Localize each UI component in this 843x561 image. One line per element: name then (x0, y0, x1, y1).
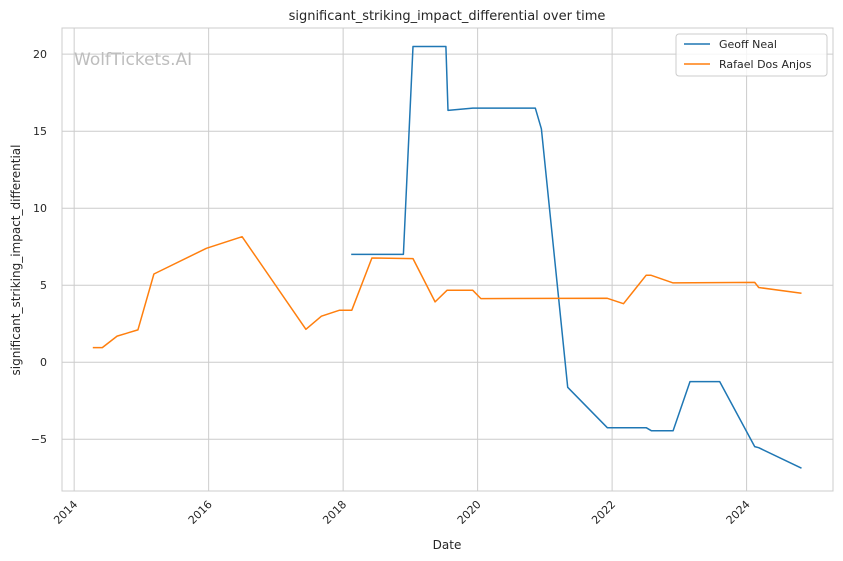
x-axis-label: Date (433, 538, 462, 552)
x-tick-label: 2022 (589, 498, 618, 527)
x-tick-label: 2020 (455, 498, 484, 527)
legend-box (675, 33, 828, 77)
x-tick-label: 2018 (320, 498, 349, 527)
x-tick-label: 2024 (724, 498, 753, 527)
x-tick-label: 2016 (186, 498, 215, 527)
y-tick-label: −5 (31, 433, 47, 446)
x-tick-label: 2014 (51, 498, 80, 527)
y-tick-label: 5 (40, 279, 47, 292)
series-rafael-dos-anjos (92, 235, 802, 349)
watermark: WolfTickets.AI (74, 50, 192, 70)
series-layer (92, 45, 802, 469)
y-tick-label: 0 (40, 356, 47, 369)
y-tick-label: 10 (33, 202, 47, 215)
y-tick-label: 15 (33, 125, 47, 138)
grid (62, 28, 833, 491)
tick-labels: 2014 2016 2018 2020 2022 2024 −5 0 5 10 15 20 (31, 48, 753, 527)
series-line-rafael-dos-anjos (92, 235, 802, 349)
plot-area-border (61, 27, 834, 492)
legend-label-geoff-neal: Geoff Neal (719, 38, 777, 51)
legend[interactable]: Geoff Neal Rafael Dos Anjos (675, 33, 828, 77)
legend-label-rafael-dos-anjos: Rafael Dos Anjos (719, 58, 812, 71)
y-tick-label: 20 (33, 48, 47, 61)
y-axis-label: significant_striking_impact_differential (9, 145, 23, 376)
series-line-geoff-neal (351, 45, 802, 469)
chart-title: significant_striking_impact_differential… (289, 9, 606, 24)
series-geoff-neal (351, 45, 802, 469)
